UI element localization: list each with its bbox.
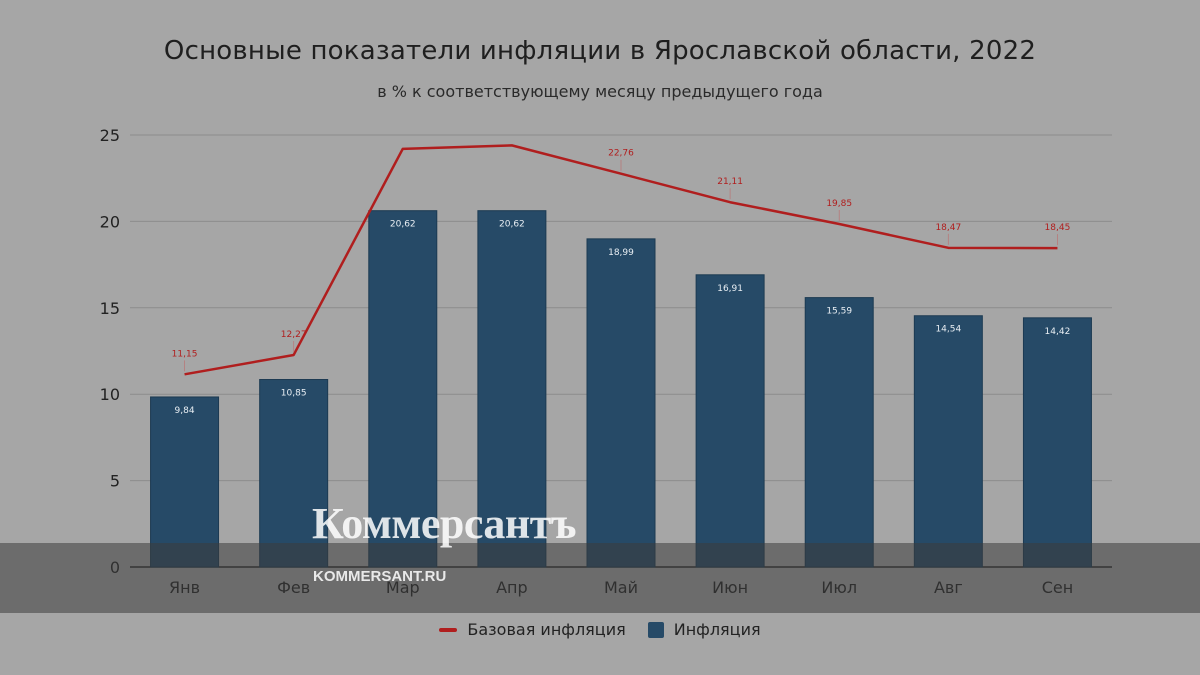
y-tick-label: 5: [110, 472, 120, 491]
y-tick-label: 10: [100, 385, 120, 404]
y-tick-label: 15: [100, 299, 120, 318]
watermark-logo: Коммерсантъ: [312, 499, 577, 548]
legend-item-base-inflation: Базовая инфляция: [439, 620, 626, 639]
bar-data-label: 15,59: [826, 307, 852, 317]
bar-data-label: 18,99: [608, 248, 634, 258]
bar: [1022, 317, 1092, 568]
y-tick-label: 20: [100, 212, 120, 231]
bar: [804, 297, 874, 568]
bar: [695, 274, 765, 568]
bar: [368, 210, 438, 568]
line-data-label: 18,47: [935, 223, 961, 233]
bar-data-label: 20,62: [499, 220, 525, 230]
bar: [150, 396, 220, 568]
y-tick-label: 25: [100, 126, 120, 145]
line-data-label: 21,11: [717, 177, 743, 187]
bar: [259, 379, 329, 568]
bar-data-label: 14,42: [1045, 327, 1071, 337]
chart-subtitle: в % к соответствующему месяцу предыдущег…: [377, 82, 823, 101]
bar-layer: [150, 210, 1092, 568]
watermark-band: [0, 543, 1200, 613]
chart-legend: Базовая инфляция Инфляция: [0, 620, 1200, 639]
bar: [477, 210, 547, 568]
chart-title: Основные показатели инфляции в Ярославск…: [163, 36, 1037, 66]
watermark-url: KOMMERSANT.RU: [313, 568, 447, 585]
line-data-label: 18,45: [1045, 223, 1071, 233]
legend-box-swatch: [647, 621, 664, 638]
bar-data-label: 16,91: [717, 284, 743, 294]
base-inflation-line: [184, 144, 1058, 376]
bar: [913, 315, 983, 568]
bar-data-label: 20,62: [390, 220, 416, 230]
line-data-label: 19,85: [826, 199, 852, 209]
legend-label-inflation: Инфляция: [673, 620, 761, 639]
line-layer: [184, 144, 1058, 376]
legend-item-inflation: Инфляция: [647, 620, 761, 639]
bar-data-label: 10,85: [281, 389, 307, 399]
line-data-label: 22,76: [608, 149, 634, 159]
legend-label-base-inflation: Базовая инфляция: [467, 620, 626, 639]
line-data-label: 12,27: [281, 330, 307, 340]
legend-line-swatch: [439, 627, 458, 632]
bar-data-label: 14,54: [935, 325, 961, 335]
bar-data-label: 9,84: [175, 406, 195, 416]
line-data-label: 11,15: [172, 349, 198, 359]
bar: [586, 238, 656, 568]
